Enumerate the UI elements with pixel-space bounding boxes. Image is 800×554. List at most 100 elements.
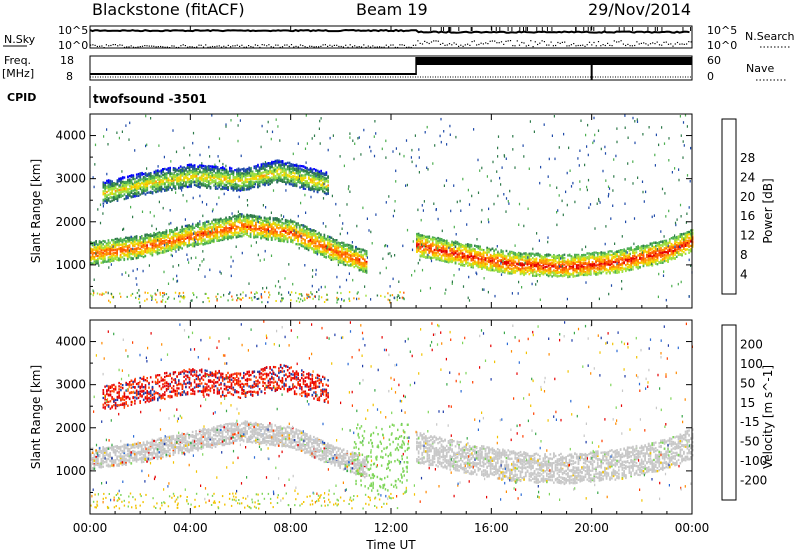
power-cell bbox=[190, 184, 192, 187]
power-cell bbox=[232, 236, 234, 239]
power-cell bbox=[139, 254, 141, 257]
power-cell bbox=[229, 173, 231, 176]
power-cell bbox=[155, 237, 157, 240]
power-cell bbox=[186, 236, 189, 239]
nsearch-point bbox=[505, 40, 507, 42]
power-cell bbox=[251, 228, 254, 231]
nsearch-point bbox=[347, 46, 349, 48]
power-cell bbox=[105, 242, 108, 245]
power-cell bbox=[327, 189, 329, 192]
power-cell bbox=[202, 173, 205, 176]
power-cell bbox=[169, 182, 171, 185]
power-cell bbox=[302, 226, 305, 229]
power-cell bbox=[165, 174, 168, 178]
power-cell bbox=[360, 268, 363, 272]
power-cell bbox=[298, 243, 301, 246]
power-cell bbox=[304, 166, 307, 169]
power-cell bbox=[167, 188, 170, 191]
power-cell bbox=[323, 242, 326, 245]
power-cell bbox=[146, 191, 149, 194]
power-cell bbox=[151, 248, 154, 252]
power-cell bbox=[221, 172, 224, 175]
power-cell bbox=[290, 231, 292, 234]
power-cell bbox=[267, 222, 269, 226]
power-cell bbox=[358, 269, 361, 272]
power-cell bbox=[153, 241, 155, 245]
power-cell bbox=[325, 177, 328, 180]
power-cell bbox=[113, 198, 115, 202]
power-cell bbox=[301, 169, 303, 172]
power-cell bbox=[170, 249, 173, 252]
power-cell bbox=[223, 168, 226, 172]
power-cell bbox=[321, 244, 324, 247]
power-cell bbox=[165, 186, 168, 189]
power-cell bbox=[309, 239, 312, 242]
nsearch-point bbox=[245, 46, 247, 48]
power-cell bbox=[258, 177, 261, 180]
power-cell bbox=[244, 168, 247, 171]
power-cell bbox=[151, 181, 154, 185]
power-cell bbox=[246, 170, 249, 173]
power-cell bbox=[127, 195, 129, 198]
power-cell bbox=[102, 183, 105, 186]
power-cell bbox=[109, 248, 111, 251]
power-cell bbox=[330, 249, 333, 252]
power-cell bbox=[193, 174, 196, 177]
power-cell bbox=[137, 244, 140, 247]
power-cell bbox=[116, 258, 118, 262]
power-cell bbox=[186, 225, 189, 228]
power-cell bbox=[119, 247, 122, 250]
power-cell bbox=[216, 168, 219, 171]
power-cell bbox=[260, 226, 262, 230]
power-cell bbox=[220, 167, 222, 170]
power-cell bbox=[192, 168, 194, 171]
power-cell bbox=[341, 249, 343, 252]
power-cell bbox=[417, 247, 420, 250]
power-cell bbox=[337, 243, 340, 246]
power-cell bbox=[295, 236, 298, 239]
power-cell bbox=[114, 185, 117, 188]
nsearch-point bbox=[299, 44, 302, 46]
power-cell bbox=[157, 172, 159, 175]
power-cell bbox=[337, 251, 340, 254]
power-cell bbox=[279, 175, 282, 178]
power-cell bbox=[239, 179, 242, 182]
power-cell bbox=[193, 172, 196, 175]
power-cell bbox=[206, 169, 208, 172]
power-cell bbox=[248, 174, 250, 177]
power-cell bbox=[313, 190, 315, 193]
power-cell bbox=[91, 262, 94, 265]
power-cell bbox=[325, 256, 327, 259]
power-cell bbox=[130, 187, 133, 190]
power-cell bbox=[104, 247, 106, 250]
power-cell bbox=[116, 241, 118, 244]
power-cell bbox=[118, 186, 120, 189]
power-cell bbox=[230, 237, 233, 240]
power-cell bbox=[230, 230, 233, 234]
power-cell bbox=[281, 167, 284, 170]
power-cell bbox=[206, 167, 208, 170]
power-cell bbox=[200, 226, 203, 229]
power-cell bbox=[272, 219, 275, 223]
nsearch-point bbox=[634, 44, 636, 47]
power-cell bbox=[197, 177, 200, 180]
power-cell bbox=[162, 173, 164, 177]
power-cell bbox=[258, 225, 261, 229]
power-cell bbox=[118, 240, 120, 243]
power-cell bbox=[265, 231, 268, 234]
power-cell bbox=[334, 246, 336, 249]
power-cell bbox=[141, 182, 143, 185]
power-cell bbox=[253, 177, 256, 180]
power-cell bbox=[135, 176, 138, 179]
nsearch-point bbox=[318, 46, 320, 48]
nsearch-point bbox=[679, 43, 681, 45]
power-cell bbox=[133, 236, 136, 239]
power-cell bbox=[223, 228, 226, 231]
cpid-label: CPID bbox=[7, 91, 36, 104]
power-cell bbox=[109, 181, 112, 184]
power-cell bbox=[116, 249, 118, 252]
power-cell bbox=[204, 240, 206, 243]
power-cell bbox=[260, 176, 263, 179]
power-cell bbox=[323, 182, 326, 185]
power-cell bbox=[223, 176, 226, 179]
